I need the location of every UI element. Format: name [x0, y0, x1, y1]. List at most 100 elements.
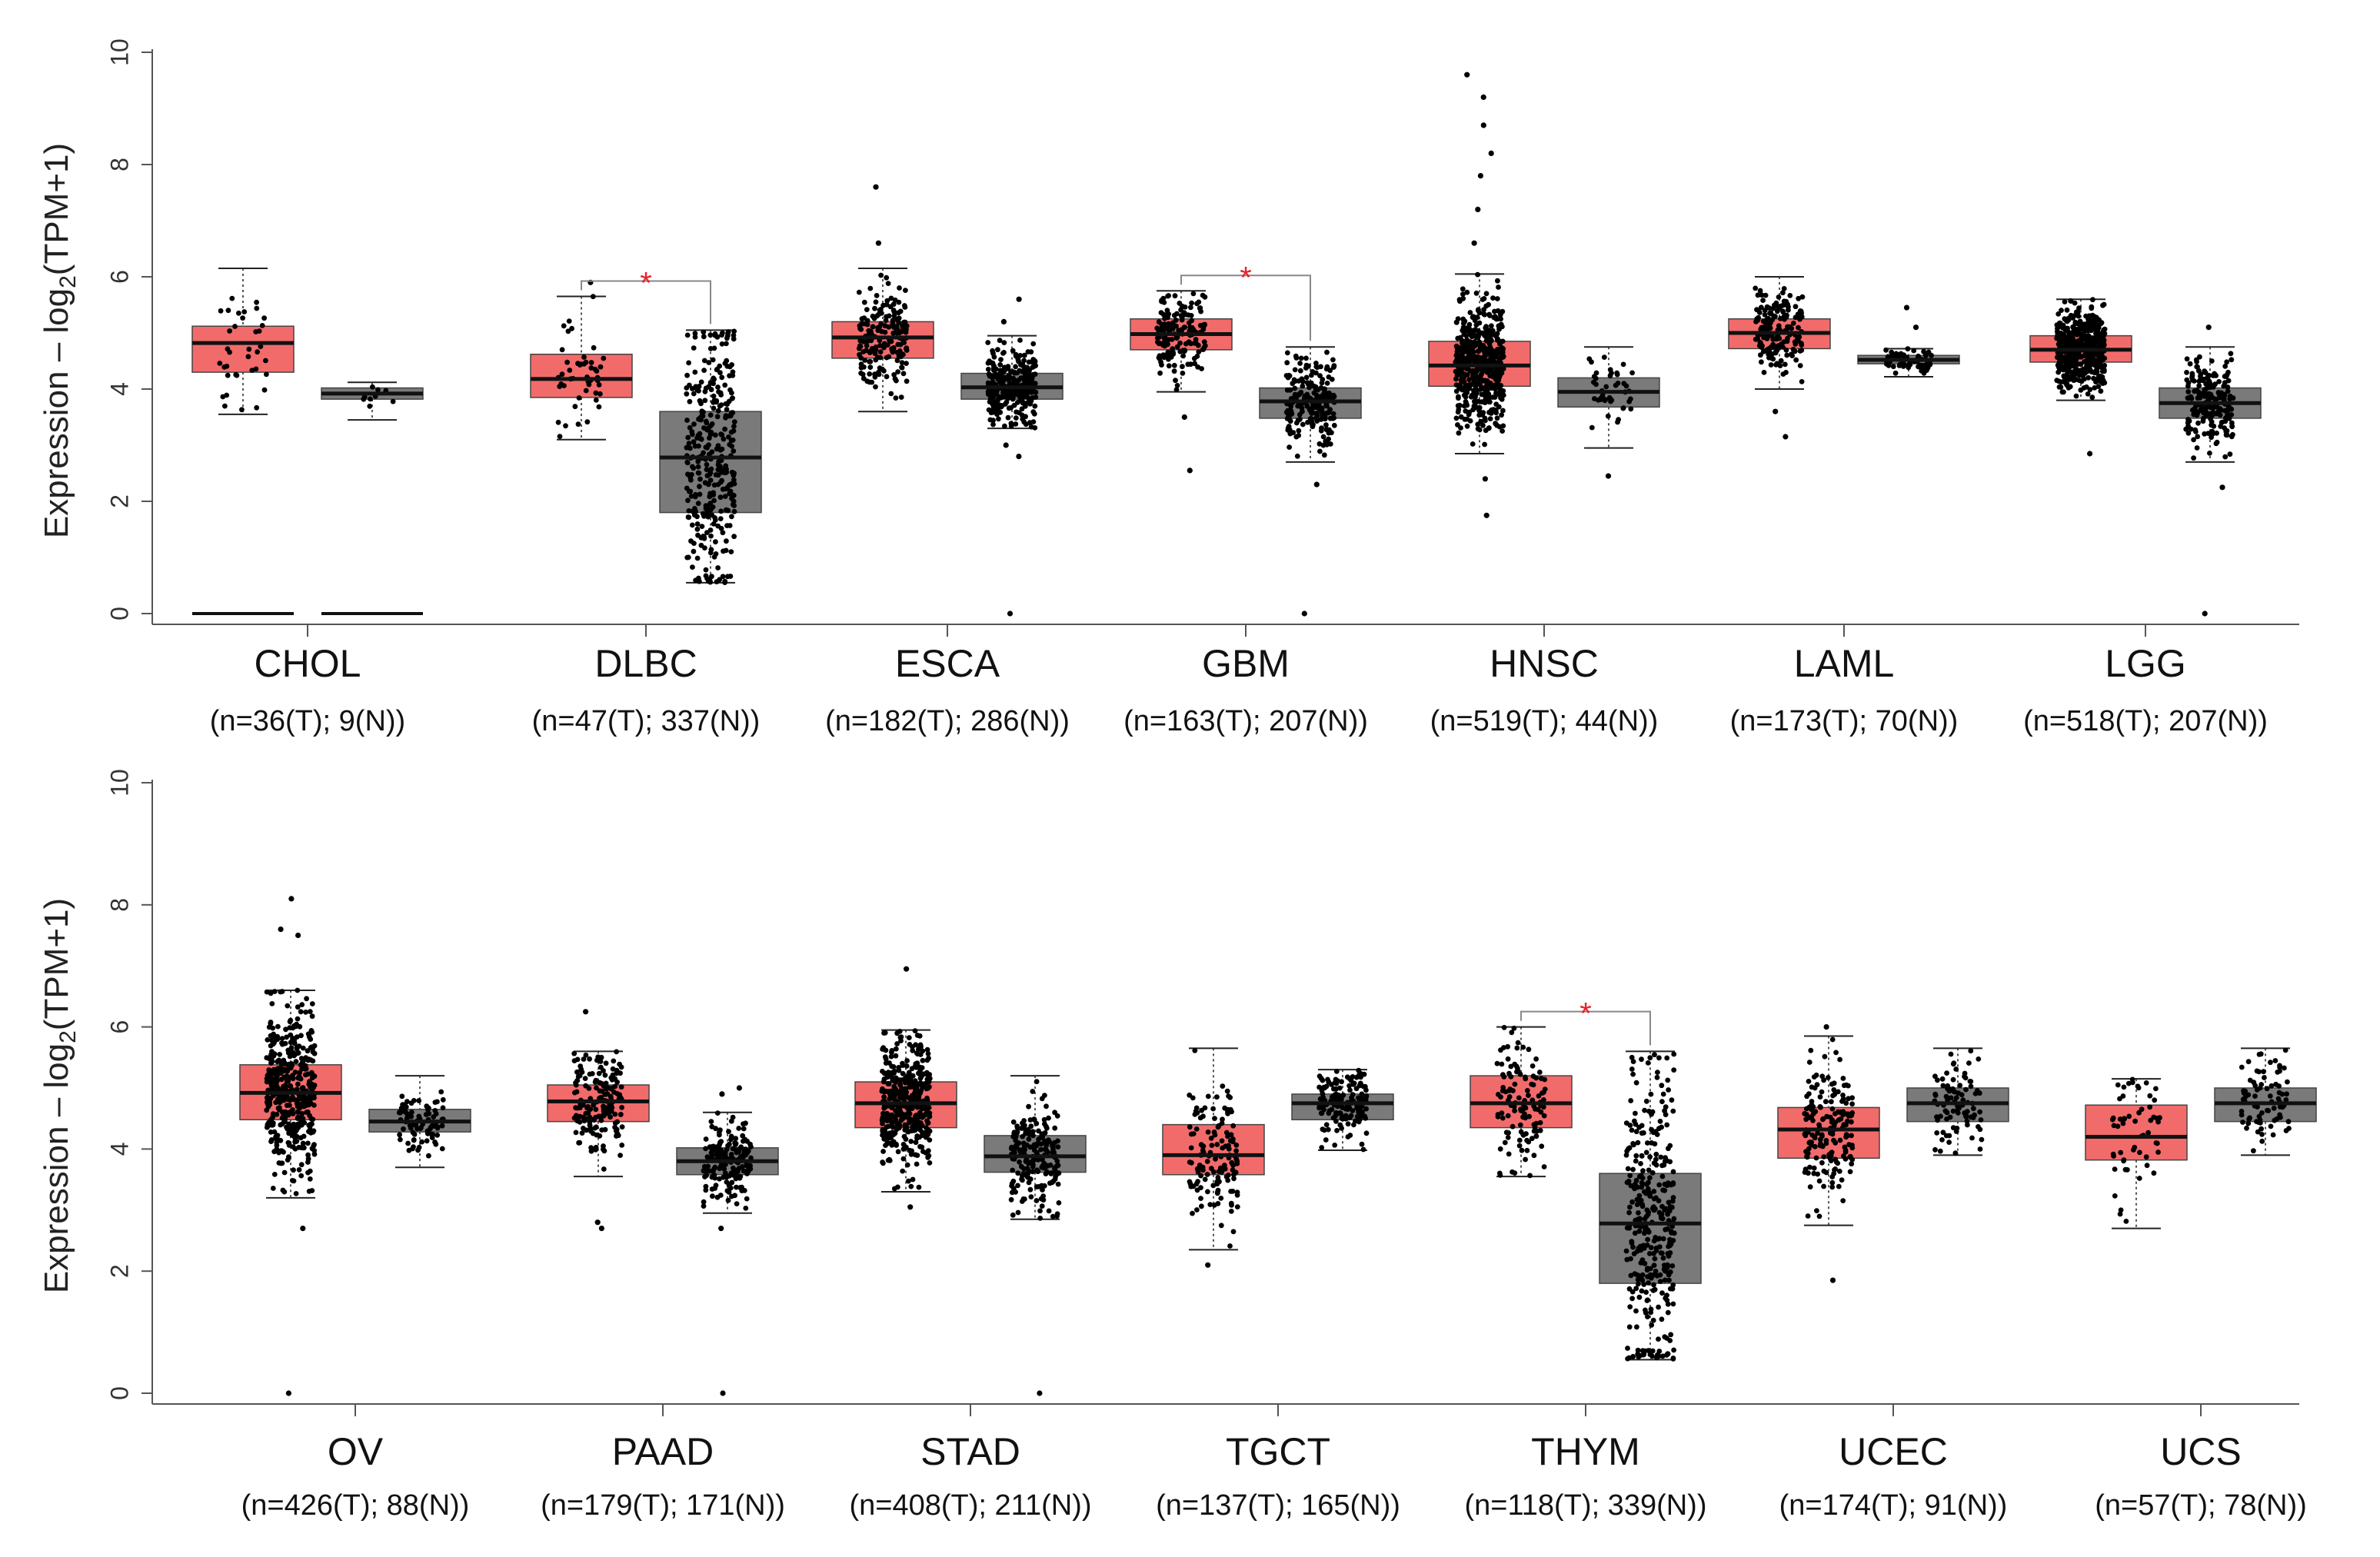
data-point — [891, 313, 897, 319]
data-point — [2093, 358, 2099, 363]
data-point — [2198, 371, 2204, 378]
data-point — [1034, 1079, 1040, 1085]
data-point — [1019, 412, 1025, 418]
data-point — [1293, 353, 1299, 359]
category-label: HNSC — [1490, 642, 1599, 685]
data-point — [1757, 288, 1763, 294]
data-point — [1484, 381, 1490, 388]
data-point — [434, 1132, 441, 1138]
data-point — [1194, 1207, 1200, 1213]
data-point — [1036, 1128, 1041, 1134]
data-point — [728, 549, 734, 554]
data-point — [1363, 1093, 1370, 1099]
data-point — [717, 577, 723, 583]
data-point — [904, 1162, 910, 1168]
data-point — [1190, 1210, 1195, 1216]
data-point — [1589, 359, 1594, 365]
data-point — [1454, 370, 1460, 375]
data-point — [730, 395, 735, 401]
data-point — [897, 308, 904, 314]
data-point — [293, 1059, 299, 1065]
data-point — [2087, 387, 2093, 392]
data-point — [909, 1093, 915, 1099]
data-point — [1470, 441, 1476, 447]
data-point — [1032, 371, 1038, 378]
data-point — [1036, 1136, 1041, 1142]
data-point — [1190, 1183, 1197, 1189]
data-point — [997, 379, 1003, 385]
data-point — [723, 414, 728, 421]
data-point — [924, 1057, 930, 1063]
data-point — [696, 575, 701, 581]
data-point — [720, 530, 726, 536]
data-point — [1002, 401, 1008, 407]
data-point — [1494, 331, 1500, 337]
data-point — [1188, 313, 1194, 318]
data-point — [1014, 400, 1020, 405]
data-point — [993, 402, 999, 408]
data-point — [1363, 1116, 1369, 1121]
data-point — [1523, 1156, 1528, 1163]
data-point — [688, 494, 694, 499]
data-point — [1157, 370, 1163, 376]
category-tgct: TGCT(n=137(T); 165(N)) — [1156, 1047, 1400, 1522]
data-point — [723, 470, 729, 475]
data-point — [711, 345, 717, 351]
data-points — [2054, 297, 2108, 457]
data-point — [587, 1056, 592, 1062]
data-point — [736, 1126, 742, 1131]
data-point — [1024, 400, 1030, 406]
data-point — [730, 1114, 736, 1120]
data-point — [402, 1102, 408, 1108]
significance-bracket: * — [1180, 261, 1311, 341]
data-point — [882, 1030, 888, 1036]
data-point — [279, 1036, 285, 1041]
data-point — [591, 1117, 597, 1123]
data-point — [721, 436, 727, 442]
data-point — [578, 361, 584, 368]
data-point — [713, 539, 718, 545]
data-point — [2092, 385, 2098, 391]
data-point — [2091, 335, 2097, 341]
data-point — [724, 538, 729, 544]
data-point — [1790, 346, 1796, 352]
data-points — [1494, 1025, 1548, 1179]
data-point — [1013, 421, 1019, 427]
data-point — [737, 1153, 744, 1159]
data-point — [1460, 286, 1466, 292]
data-point — [717, 467, 724, 474]
data-point — [2085, 354, 2090, 361]
data-point — [1044, 1123, 1049, 1129]
y-axis-title-main: Expression – log — [38, 288, 75, 538]
normal-box — [984, 1075, 1087, 1396]
data-point — [886, 354, 892, 360]
data-point — [1054, 1172, 1060, 1177]
data-point — [1481, 378, 1487, 384]
data-point — [703, 1183, 709, 1189]
data-point — [418, 1125, 424, 1130]
data-point — [924, 1095, 930, 1101]
data-point — [2217, 412, 2223, 418]
y-tick-label: 4 — [105, 1143, 133, 1156]
data-point — [684, 372, 690, 378]
data-point — [1327, 441, 1333, 447]
data-point — [1758, 352, 1763, 358]
data-point — [594, 1057, 600, 1063]
data-point — [1201, 339, 1207, 345]
data-point — [1468, 368, 1474, 374]
data-point — [885, 1081, 891, 1086]
data-point — [2083, 341, 2089, 347]
data-point — [246, 346, 252, 352]
data-point — [918, 1120, 924, 1126]
data-point — [1320, 1091, 1326, 1096]
outlier-point — [1912, 324, 1919, 331]
data-point — [704, 467, 710, 473]
data-point — [919, 1073, 924, 1080]
category-label: TGCT — [1226, 1430, 1330, 1473]
data-point — [2194, 364, 2200, 370]
data-point — [245, 354, 251, 360]
data-point — [1222, 1105, 1228, 1111]
data-point — [2205, 374, 2211, 381]
category-label: GBM — [1202, 642, 1290, 685]
data-point — [1234, 1161, 1240, 1166]
